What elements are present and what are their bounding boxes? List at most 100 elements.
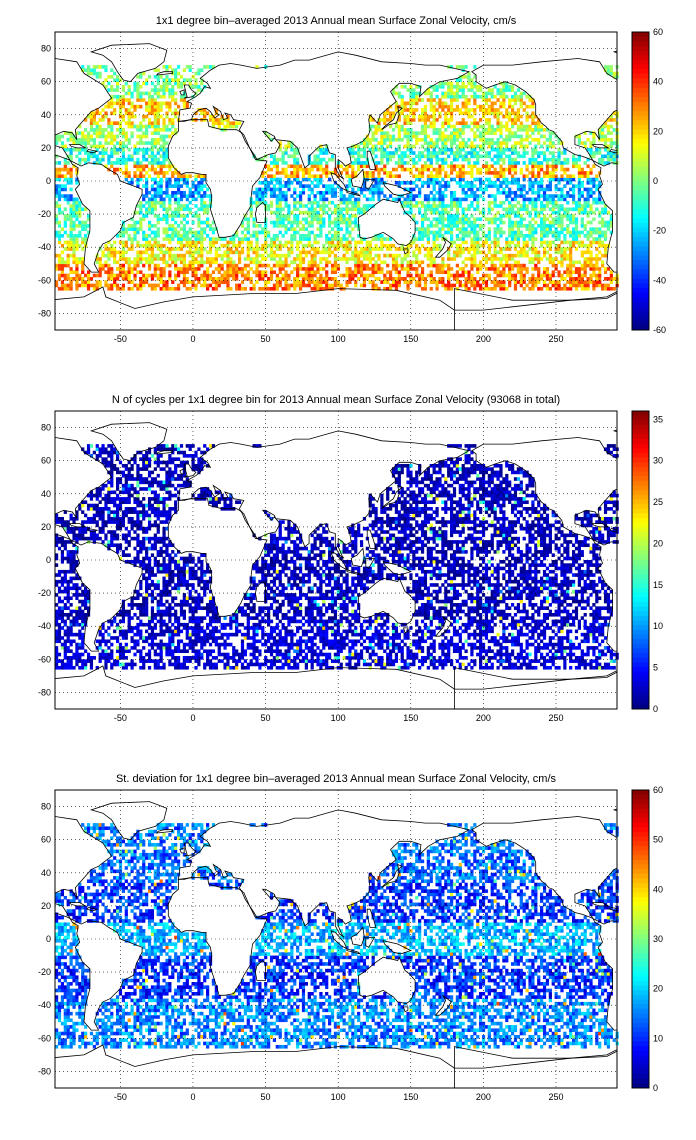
heatmap-cell: [307, 174, 311, 178]
heatmap-cell: [211, 124, 216, 129]
heatmap-cell: [542, 187, 547, 192]
heatmap-cell: [121, 257, 125, 261]
heatmap-cell: [452, 137, 457, 142]
heatmap-cell: [362, 250, 367, 255]
heatmap-cell: [220, 280, 224, 284]
heatmap-cell: [214, 260, 218, 265]
heatmap-cell: [357, 233, 361, 238]
heatmap-cell: [447, 154, 451, 159]
heatmap-cell: [290, 283, 294, 288]
heatmap-cell: [461, 177, 465, 182]
heatmap-cell: [206, 224, 210, 228]
heatmap-cell: [98, 128, 102, 132]
heatmap-cell: [55, 267, 59, 271]
heatmap-cell: [403, 280, 407, 284]
heatmap-cell: [139, 200, 143, 205]
heatmap-cell: [194, 243, 198, 248]
heatmap-cell: [200, 243, 204, 248]
heatmap-cell: [429, 204, 433, 208]
heatmap-cell: [84, 224, 88, 228]
heatmap-cell: [513, 177, 518, 182]
heatmap-cell: [461, 121, 465, 126]
heatmap-cell: [470, 267, 474, 271]
heatmap-cell: [415, 161, 419, 165]
heatmap-cell: [200, 260, 204, 265]
heatmap-cell: [278, 184, 282, 188]
heatmap-cell: [153, 161, 157, 165]
heatmap-cell: [150, 253, 155, 258]
heatmap-cell: [601, 224, 605, 228]
heatmap-cell: [325, 161, 329, 165]
heatmap-cell: [139, 270, 143, 275]
panel-1: -50 0 50 100 150 200 250806040200-20-40-60-801…: [38, 15, 666, 344]
heatmap-cell: [188, 280, 192, 284]
heatmap-cell: [531, 230, 535, 235]
heatmap-cell: [380, 243, 384, 248]
heatmap-cell: [269, 273, 274, 278]
heatmap-cell: [510, 257, 515, 261]
heatmap-cell: [403, 131, 407, 135]
heatmap-cell: [206, 273, 210, 278]
heatmap-cell: [487, 204, 491, 208]
heatmap-cell: [470, 181, 474, 185]
heatmap-cell: [522, 161, 526, 165]
heatmap-cell: [139, 177, 143, 182]
heatmap-cell: [330, 227, 335, 231]
heatmap-cell: [179, 233, 184, 238]
heatmap-cell: [418, 283, 422, 288]
heatmap-cell: [598, 280, 602, 284]
heatmap-cell: [147, 233, 152, 238]
heatmap-cell: [351, 253, 355, 258]
heatmap-cell: [304, 217, 308, 222]
heatmap-cell: [359, 207, 364, 212]
heatmap-cell: [571, 177, 576, 182]
heatmap-cell: [142, 277, 146, 281]
heatmap-cell: [595, 273, 599, 278]
heatmap-cell: [487, 250, 491, 255]
heatmap-cell: [264, 200, 268, 205]
heatmap-cell: [580, 283, 584, 288]
heatmap-cell: [490, 286, 494, 291]
heatmap-cell: [330, 210, 335, 215]
heatmap-cell: [354, 224, 358, 228]
heatmap-cell: [505, 194, 509, 198]
heatmap-cell: [409, 167, 413, 172]
heatmap-cell: [531, 217, 535, 222]
heatmap-cell: [583, 174, 587, 178]
heatmap-cell: [66, 253, 70, 258]
heatmap-cell: [333, 230, 338, 235]
heatmap-cell: [542, 230, 547, 235]
heatmap-cell: [255, 224, 259, 228]
heatmap-cell: [345, 257, 349, 261]
heatmap-cell: [571, 200, 576, 205]
heatmap-cell: [516, 263, 520, 268]
heatmap-cell: [484, 137, 489, 142]
heatmap-cell: [499, 174, 503, 178]
heatmap-cell: [208, 247, 213, 251]
heatmap-cell: [214, 267, 218, 271]
heatmap-cell: [516, 154, 520, 159]
heatmap-cell: [345, 270, 349, 275]
heatmap-cell: [69, 217, 73, 222]
heatmap-cell: [452, 131, 457, 135]
heatmap-cell: [223, 280, 227, 284]
heatmap-cell: [185, 214, 189, 218]
heatmap-cell: [510, 197, 515, 202]
heatmap-cell: [101, 154, 105, 159]
heatmap-cell: [325, 286, 329, 291]
heatmap-cell: [237, 286, 242, 291]
heatmap-cell: [174, 197, 178, 202]
heatmap-cell: [595, 177, 599, 182]
heatmap-cell: [560, 227, 564, 231]
heatmap-cell: [450, 217, 454, 222]
heatmap-cell: [371, 124, 375, 129]
heatmap-cell: [182, 174, 186, 178]
heatmap-cell: [162, 137, 166, 142]
heatmap-cell: [330, 237, 335, 241]
heatmap-cell: [130, 154, 134, 159]
heatmap-cell: [551, 210, 555, 215]
heatmap-cell: [563, 167, 567, 172]
heatmap-cell: [551, 280, 555, 284]
heatmap-cell: [577, 200, 581, 205]
heatmap-cell: [281, 157, 285, 162]
